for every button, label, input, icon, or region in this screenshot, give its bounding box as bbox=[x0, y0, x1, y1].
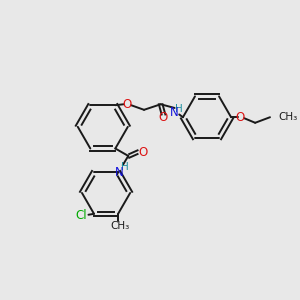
Text: O: O bbox=[139, 146, 148, 159]
Text: O: O bbox=[236, 111, 245, 124]
Text: O: O bbox=[123, 98, 132, 111]
Text: CH₃: CH₃ bbox=[278, 112, 298, 122]
Text: Cl: Cl bbox=[75, 209, 87, 222]
Text: O: O bbox=[159, 111, 168, 124]
Text: H: H bbox=[175, 104, 183, 114]
Text: N: N bbox=[170, 106, 179, 119]
Text: N: N bbox=[115, 166, 123, 179]
Text: H: H bbox=[121, 162, 128, 172]
Text: CH₃: CH₃ bbox=[110, 221, 130, 231]
